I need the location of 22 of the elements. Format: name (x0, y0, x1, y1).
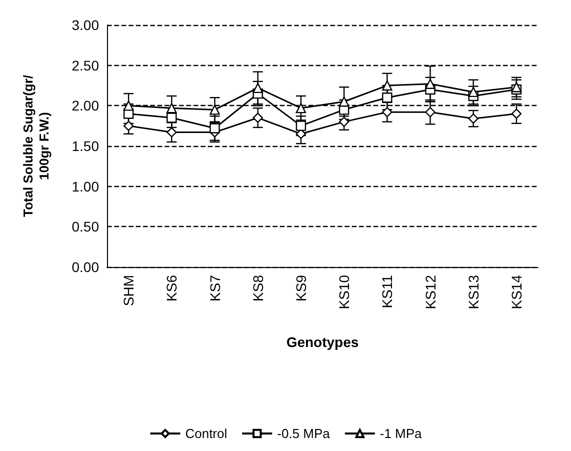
legend-label: -0.5 MPa (277, 426, 331, 441)
y-tick-label: 3.00 (72, 17, 100, 33)
y-tick-label: 2.00 (72, 98, 100, 114)
legend-label: Control (185, 426, 228, 441)
y-tick-label: 1.50 (72, 138, 100, 154)
x-tick-label: KS7 (206, 274, 223, 302)
y-tick-label: 0.00 (72, 259, 100, 275)
x-tick-label: SHM (120, 275, 137, 306)
x-tick-label: KS9 (292, 274, 309, 302)
legend-label: -1 MPa (380, 426, 423, 441)
x-tick-label: KS14 (508, 274, 524, 310)
y-tick-label: 0.50 (72, 218, 100, 235)
x-axis-title: Genotypes (286, 334, 359, 350)
x-tick-label: KS10 (336, 274, 352, 310)
x-tick-label: KS11 (379, 274, 396, 308)
y-axis-title: Total Soluble Sugar(gr/ 100gr F.W.) (20, 74, 52, 218)
x-tick-label: KS12 (422, 274, 438, 310)
y-tick-label: 2.50 (72, 57, 100, 74)
x-tick-label: KS8 (250, 274, 266, 302)
x-tick-label: KS6 (164, 274, 180, 302)
x-tick-label: KS13 (465, 274, 482, 310)
y-tick-label: 1.00 (72, 178, 100, 194)
